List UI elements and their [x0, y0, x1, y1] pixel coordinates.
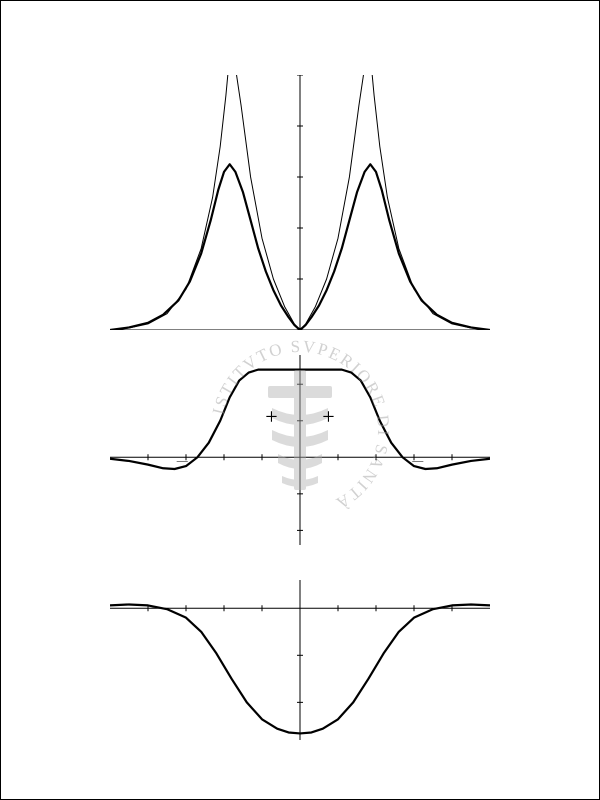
plus-label-right: + [322, 404, 334, 430]
panel1-chart [110, 75, 490, 330]
plus-label-left: + [265, 404, 277, 430]
panel3-chart [110, 580, 490, 740]
figure-frame: ISTITVTO SVPERIORE DI SANITÀ + + — — [0, 0, 600, 800]
minus-label-right: — [412, 455, 423, 467]
panel2-chart [110, 355, 490, 545]
minus-label-left: — [177, 455, 188, 467]
